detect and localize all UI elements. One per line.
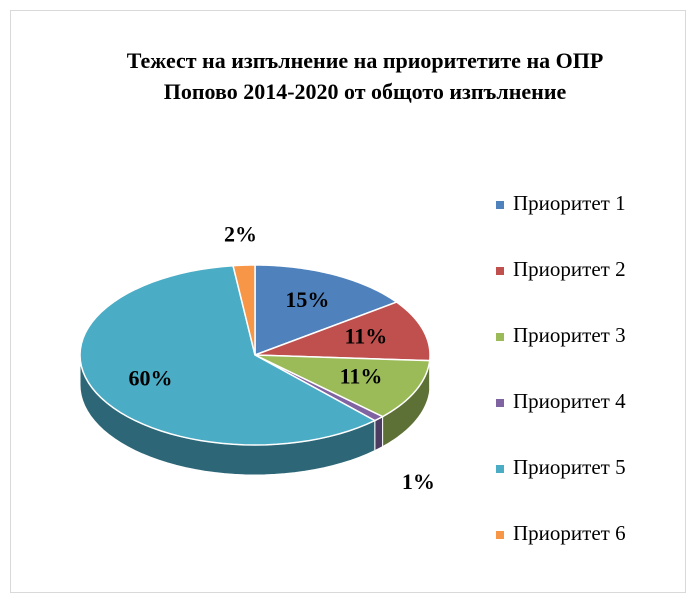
data-label: 1%	[402, 469, 435, 494]
legend-label: Приоритет 1	[513, 191, 626, 215]
legend-label: Приоритет 2	[513, 257, 626, 281]
legend-swatch	[496, 399, 504, 407]
legend-swatch	[496, 267, 504, 275]
chart-frame	[10, 10, 686, 593]
legend-swatch	[496, 333, 504, 341]
data-label: 2%	[224, 221, 257, 246]
legend-label: Приоритет 3	[513, 323, 626, 347]
slice	[254, 264, 399, 357]
legend-label: Приоритет 4	[513, 389, 626, 413]
data-label: 15%	[285, 287, 329, 312]
data-label: 11%	[340, 364, 383, 389]
chart-title: Тежест на изпълнение на приоритетите на …	[126, 48, 604, 104]
slice	[254, 354, 431, 418]
slice	[254, 354, 385, 422]
data-label: 60%	[128, 365, 172, 390]
pie-tops	[79, 264, 431, 446]
slice	[79, 264, 377, 446]
legend-label: Приоритет 5	[513, 455, 626, 479]
slice	[232, 264, 256, 356]
slice-side	[374, 415, 384, 452]
legend-swatch	[496, 201, 504, 209]
legend-swatch	[496, 465, 504, 473]
legend-swatch	[496, 531, 504, 539]
legend-label: Приоритет 6	[513, 521, 626, 545]
slice	[254, 301, 431, 362]
data-label: 11%	[345, 323, 388, 348]
